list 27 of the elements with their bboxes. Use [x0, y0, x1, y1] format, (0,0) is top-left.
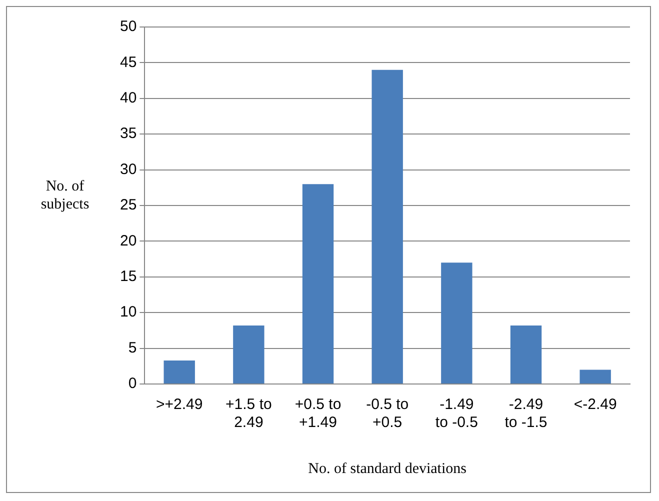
x-tick-label: >+2.49	[156, 396, 203, 414]
y-tick-label: 10	[120, 304, 137, 321]
bar	[510, 325, 542, 384]
bar	[580, 370, 611, 384]
x-tick-label: -0.5 to +0.5	[366, 396, 409, 432]
x-tick-label: +0.5 to +1.49	[294, 396, 342, 432]
y-tick-label: 30	[120, 160, 137, 178]
x-tick-label: -2.49 to -1.5	[504, 396, 548, 432]
y-tick-label: 25	[120, 196, 137, 214]
x-tick-label: <-2.49	[574, 396, 617, 414]
x-axis-title: No. of standard deviations	[308, 460, 467, 477]
bar	[372, 70, 403, 384]
y-tick-label: 40	[120, 90, 137, 107]
bar	[233, 325, 264, 384]
y-tick-label: 45	[120, 54, 137, 71]
y-tick-label: 0	[128, 375, 137, 392]
x-tick-label: +1.5 to 2.49	[226, 396, 272, 432]
y-tick-label: 35	[120, 125, 137, 142]
y-tick-label: 20	[120, 232, 137, 250]
y-axis-title: No. of subjects	[40, 178, 90, 212]
y-tick-label: 5	[128, 339, 137, 356]
y-tick-label: 15	[120, 268, 137, 286]
bar	[164, 360, 195, 384]
bar	[441, 262, 472, 384]
x-tick-label: -1.49 to -0.5	[435, 396, 478, 432]
y-tick-label: 50	[120, 18, 137, 36]
bar	[302, 184, 334, 384]
